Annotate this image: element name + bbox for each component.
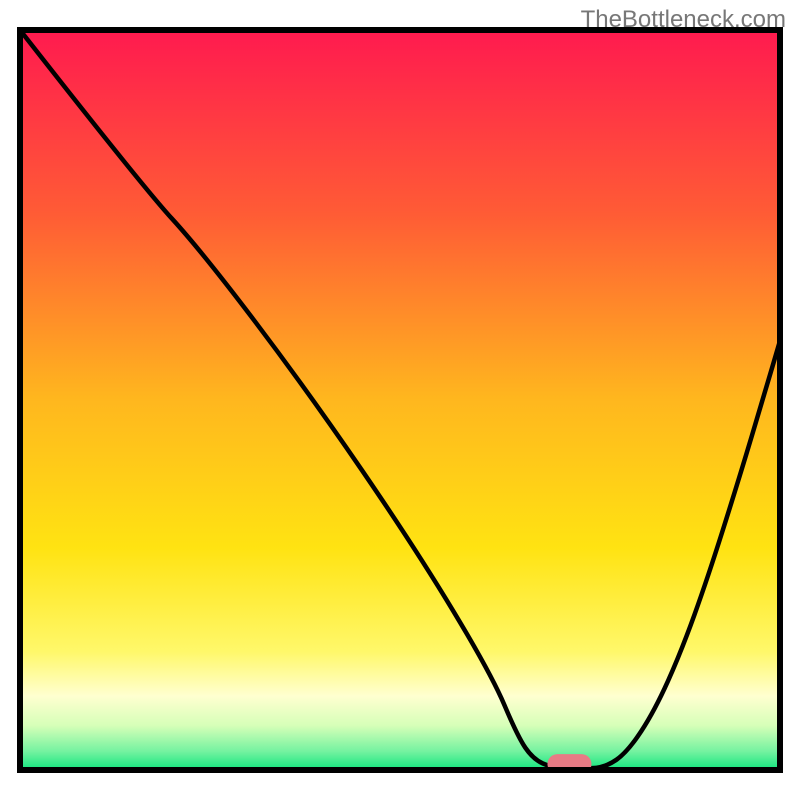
gradient-background bbox=[20, 30, 780, 770]
watermark-text: TheBottleneck.com bbox=[581, 6, 786, 34]
bottleneck-chart bbox=[0, 0, 800, 800]
